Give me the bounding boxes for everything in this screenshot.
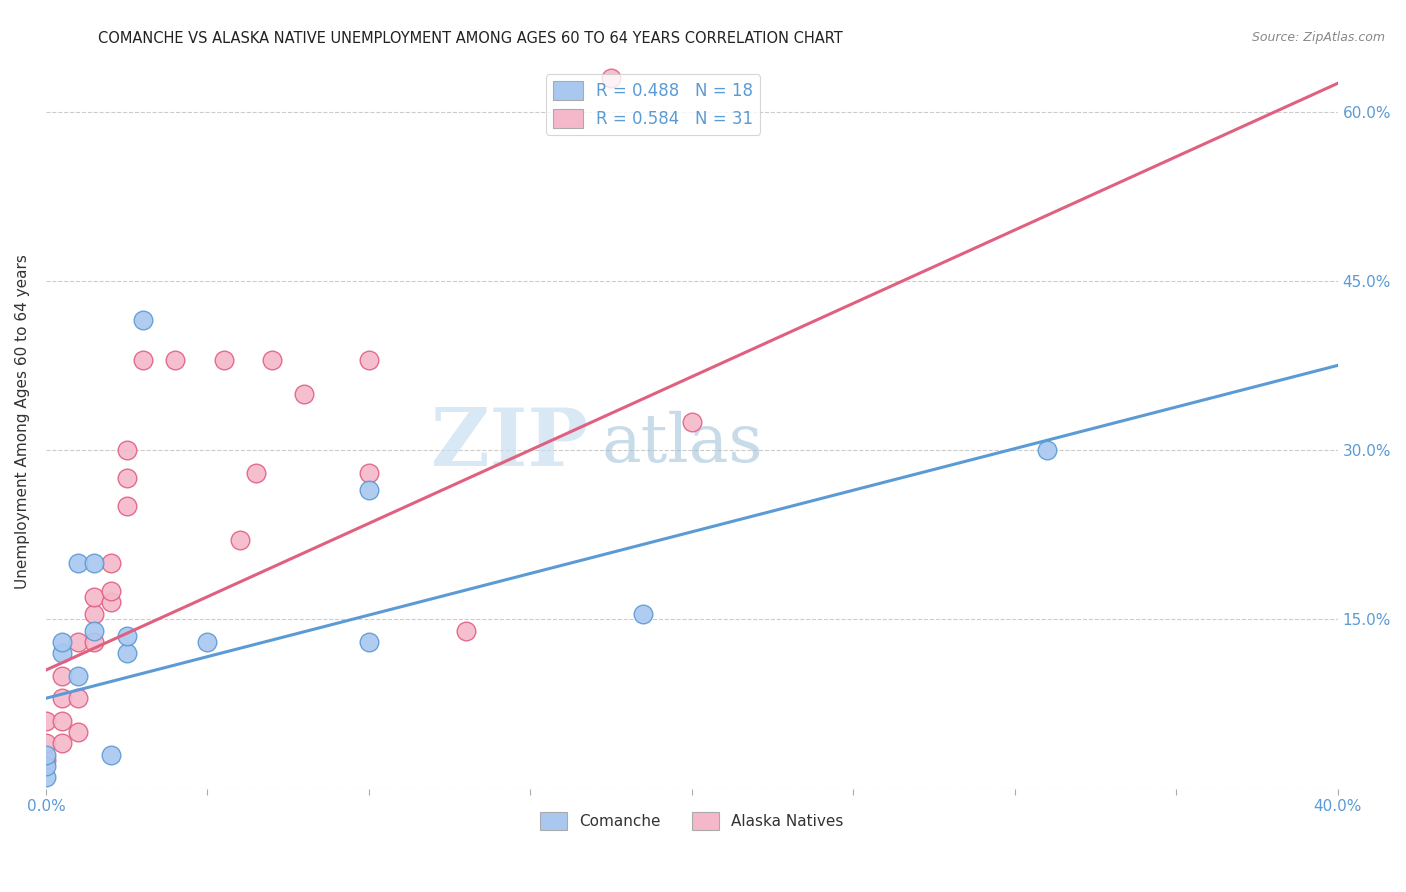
Legend: Comanche, Alaska Natives: Comanche, Alaska Natives <box>534 806 849 836</box>
Text: COMANCHE VS ALASKA NATIVE UNEMPLOYMENT AMONG AGES 60 TO 64 YEARS CORRELATION CHA: COMANCHE VS ALASKA NATIVE UNEMPLOYMENT A… <box>98 31 844 46</box>
Point <box>51 736 73 750</box>
Point <box>115 646 138 660</box>
Point <box>357 352 380 367</box>
Point <box>51 669 73 683</box>
Point <box>165 352 187 367</box>
Point <box>115 471 138 485</box>
Point <box>681 415 703 429</box>
Point <box>100 747 122 762</box>
Point <box>600 70 623 85</box>
Point <box>115 629 138 643</box>
Point <box>228 533 250 548</box>
Point <box>35 736 58 750</box>
Point <box>260 352 283 367</box>
Point <box>67 691 90 706</box>
Point <box>115 500 138 514</box>
Point <box>51 635 73 649</box>
Point <box>35 747 58 762</box>
Point <box>197 635 219 649</box>
Point <box>67 669 90 683</box>
Point <box>100 556 122 570</box>
Point <box>633 607 655 621</box>
Point <box>115 443 138 458</box>
Point <box>67 635 90 649</box>
Point <box>67 725 90 739</box>
Point <box>51 691 73 706</box>
Text: Source: ZipAtlas.com: Source: ZipAtlas.com <box>1251 31 1385 45</box>
Point <box>51 646 73 660</box>
Point <box>83 607 105 621</box>
Point <box>1036 443 1059 458</box>
Point <box>132 313 155 327</box>
Point <box>357 635 380 649</box>
Text: ZIP: ZIP <box>432 405 589 483</box>
Point <box>35 759 58 773</box>
Point <box>100 584 122 599</box>
Point <box>83 556 105 570</box>
Point <box>51 714 73 728</box>
Point <box>100 595 122 609</box>
Point <box>132 352 155 367</box>
Y-axis label: Unemployment Among Ages 60 to 64 years: Unemployment Among Ages 60 to 64 years <box>15 254 30 590</box>
Point <box>357 483 380 497</box>
Point <box>357 466 380 480</box>
Point <box>454 624 477 638</box>
Point <box>83 635 105 649</box>
Text: atlas: atlas <box>602 411 763 476</box>
Point <box>35 770 58 784</box>
Point <box>83 624 105 638</box>
Point <box>67 556 90 570</box>
Point <box>245 466 267 480</box>
Point <box>35 714 58 728</box>
Point <box>83 590 105 604</box>
Point <box>212 352 235 367</box>
Point <box>35 753 58 767</box>
Point <box>292 386 315 401</box>
